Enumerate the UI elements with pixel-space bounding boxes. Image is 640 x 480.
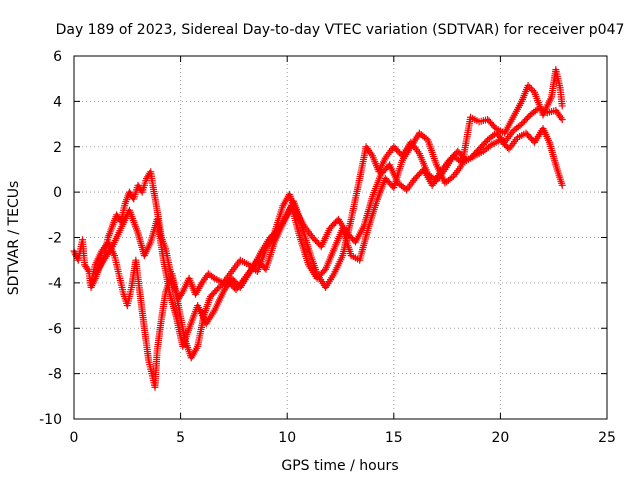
y-tick-labels: -10 -8 -6 -4 -2 0 2 4 6 bbox=[39, 49, 62, 428]
data-point bbox=[558, 116, 566, 124]
axis-ticks bbox=[73, 55, 608, 420]
data-point bbox=[558, 181, 566, 189]
series-3 bbox=[91, 66, 566, 350]
y-axis-label: SDTVAR / TECUs bbox=[6, 181, 22, 296]
data-point bbox=[491, 123, 499, 131]
y-tick-label: -2 bbox=[48, 231, 62, 247]
y-tick-label: -6 bbox=[48, 321, 62, 337]
data-point bbox=[529, 87, 537, 95]
chart-title: Day 189 of 2023, Sidereal Day-to-day VTE… bbox=[56, 22, 625, 38]
y-tick-label: -10 bbox=[39, 412, 62, 428]
x-tick-label: 15 bbox=[385, 430, 403, 446]
y-tick-label: 6 bbox=[53, 49, 62, 65]
data-point bbox=[558, 102, 566, 110]
data-point bbox=[209, 273, 217, 281]
y-tick-label: -4 bbox=[48, 276, 62, 292]
data-point bbox=[320, 267, 328, 275]
x-tick-labels: 0 5 10 15 20 25 bbox=[70, 430, 616, 446]
data-point bbox=[526, 83, 534, 91]
gridlines bbox=[74, 56, 607, 419]
y-tick-label: -8 bbox=[48, 367, 62, 383]
x-tick-label: 10 bbox=[278, 430, 296, 446]
x-tick-label: 25 bbox=[598, 430, 616, 446]
x-tick-label: 5 bbox=[176, 430, 185, 446]
data-point bbox=[524, 81, 532, 89]
data-point bbox=[178, 290, 186, 298]
y-tick-label: 0 bbox=[53, 185, 62, 201]
x-tick-label: 20 bbox=[491, 430, 509, 446]
y-tick-label: 4 bbox=[53, 94, 62, 110]
data-point bbox=[486, 142, 494, 150]
data-point bbox=[448, 174, 456, 182]
data-point bbox=[84, 266, 92, 274]
x-tick-label: 0 bbox=[70, 430, 79, 446]
x-axis-label: GPS time / hours bbox=[281, 458, 398, 474]
data-point bbox=[527, 85, 535, 93]
data-points bbox=[70, 66, 566, 391]
y-tick-label: 2 bbox=[53, 140, 62, 156]
